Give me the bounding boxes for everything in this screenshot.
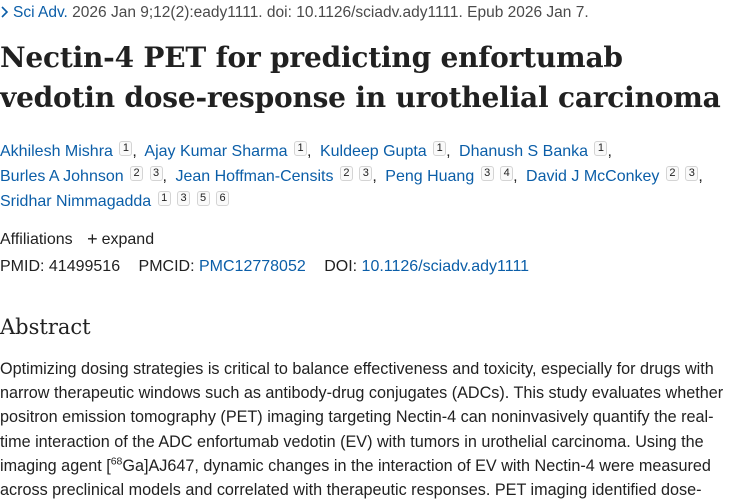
author-name-link[interactable]: Ajay Kumar Sharma bbox=[144, 143, 288, 160]
author-item: Jean Hoffman-Censits 2 3, bbox=[175, 166, 380, 185]
citation-details: 2026 Jan 9;12(2):eady1111. doi: 10.1126/… bbox=[67, 4, 589, 21]
author-name-link[interactable]: Kuldeep Gupta bbox=[319, 143, 427, 160]
affiliation-number-button[interactable]: 1 bbox=[119, 141, 133, 156]
author-separator: , bbox=[162, 168, 167, 185]
author-item: Dhanush S Banka 1, bbox=[459, 141, 616, 160]
affiliations-row: Affiliations + expand bbox=[0, 229, 154, 250]
author-name-link[interactable]: David J McConkey bbox=[526, 168, 660, 185]
affiliation-number-button[interactable]: 2 bbox=[130, 166, 144, 181]
affiliation-number-button[interactable]: 3 bbox=[685, 166, 699, 181]
abstract-heading: Abstract bbox=[0, 315, 91, 339]
pmcid-label: PMCID: bbox=[138, 258, 195, 275]
author-item: Peng Huang 3 4, bbox=[385, 166, 521, 185]
author-separator: , bbox=[372, 168, 377, 185]
author-item: Akhilesh Mishra 1, bbox=[0, 141, 141, 160]
author-separator: , bbox=[513, 168, 518, 185]
affiliation-number-button[interactable]: 5 bbox=[196, 191, 210, 206]
affiliation-number-button[interactable]: 3 bbox=[480, 166, 494, 181]
affiliation-number-button[interactable]: 2 bbox=[665, 166, 679, 181]
affiliations-label: Affiliations bbox=[0, 231, 73, 248]
affiliation-number-button[interactable]: 1 bbox=[294, 141, 308, 156]
pmid-value: 41499516 bbox=[48, 258, 121, 275]
expand-label: expand bbox=[101, 231, 155, 248]
author-name-link[interactable]: Burles A Johnson bbox=[0, 168, 124, 185]
affiliations-expand-button[interactable]: + expand bbox=[87, 229, 155, 249]
author-separator: , bbox=[446, 143, 451, 160]
author-name-link[interactable]: Jean Hoffman-Censits bbox=[175, 168, 334, 185]
author-separator: , bbox=[698, 168, 703, 185]
affiliation-number-button[interactable]: 2 bbox=[339, 166, 353, 181]
citation-line: Sci Adv. 2026 Jan 9;12(2):eady1111. doi:… bbox=[0, 4, 589, 22]
author-list: Akhilesh Mishra 1, Ajay Kumar Sharma 1, … bbox=[0, 139, 740, 214]
affiliation-number-button[interactable]: 1 bbox=[433, 141, 447, 156]
pmid-label: PMID: bbox=[0, 258, 45, 275]
author-name-link[interactable]: Sridhar Nimmagadda bbox=[0, 193, 152, 210]
article-title: Nectin-4 PET for predicting enfortumab v… bbox=[0, 41, 721, 114]
affiliation-number-button[interactable]: 4 bbox=[500, 166, 514, 181]
isotope-superscript: 68 bbox=[110, 455, 123, 468]
doi-label: DOI: bbox=[324, 258, 358, 275]
abstract-body: Optimizing dosing strategies is critical… bbox=[0, 357, 740, 502]
author-item: David J McConkey 2 3, bbox=[526, 166, 707, 185]
identifiers-row: PMID: 41499516 PMCID: PMC12778052 DOI: 1… bbox=[0, 258, 529, 276]
author-separator: , bbox=[132, 143, 137, 160]
affiliation-number-button[interactable]: 3 bbox=[359, 166, 373, 181]
affiliation-number-button[interactable]: 3 bbox=[177, 191, 191, 206]
author-separator: , bbox=[607, 143, 612, 160]
affiliation-number-button[interactable]: 1 bbox=[157, 191, 171, 206]
author-separator: , bbox=[307, 143, 312, 160]
affiliation-number-button[interactable]: 6 bbox=[216, 191, 229, 206]
chevron-right-icon[interactable] bbox=[0, 4, 9, 21]
doi-link[interactable]: 10.1126/sciadv.ady1111 bbox=[361, 258, 530, 275]
plus-icon: + bbox=[87, 229, 98, 249]
pmcid-link[interactable]: PMC12778052 bbox=[199, 258, 306, 275]
author-item: Sridhar Nimmagadda 1 3 5 6 bbox=[0, 191, 229, 210]
author-name-link[interactable]: Peng Huang bbox=[385, 168, 475, 185]
author-name-link[interactable]: Dhanush S Banka bbox=[459, 143, 589, 160]
abstract-text-part2: Ga]AJ647, dynamic changes in the interac… bbox=[0, 456, 711, 500]
affiliation-number-button[interactable]: 3 bbox=[149, 166, 163, 181]
abstract-text-part1: Optimizing dosing strategies is critical… bbox=[0, 360, 724, 475]
journal-link[interactable]: Sci Adv. bbox=[13, 4, 68, 21]
author-item: Kuldeep Gupta 1, bbox=[319, 141, 455, 160]
author-item: Ajay Kumar Sharma 1, bbox=[144, 141, 315, 160]
affiliation-number-button[interactable]: 1 bbox=[594, 141, 608, 156]
author-name-link[interactable]: Akhilesh Mishra bbox=[0, 143, 113, 160]
author-item: Burles A Johnson 2 3, bbox=[0, 166, 171, 185]
